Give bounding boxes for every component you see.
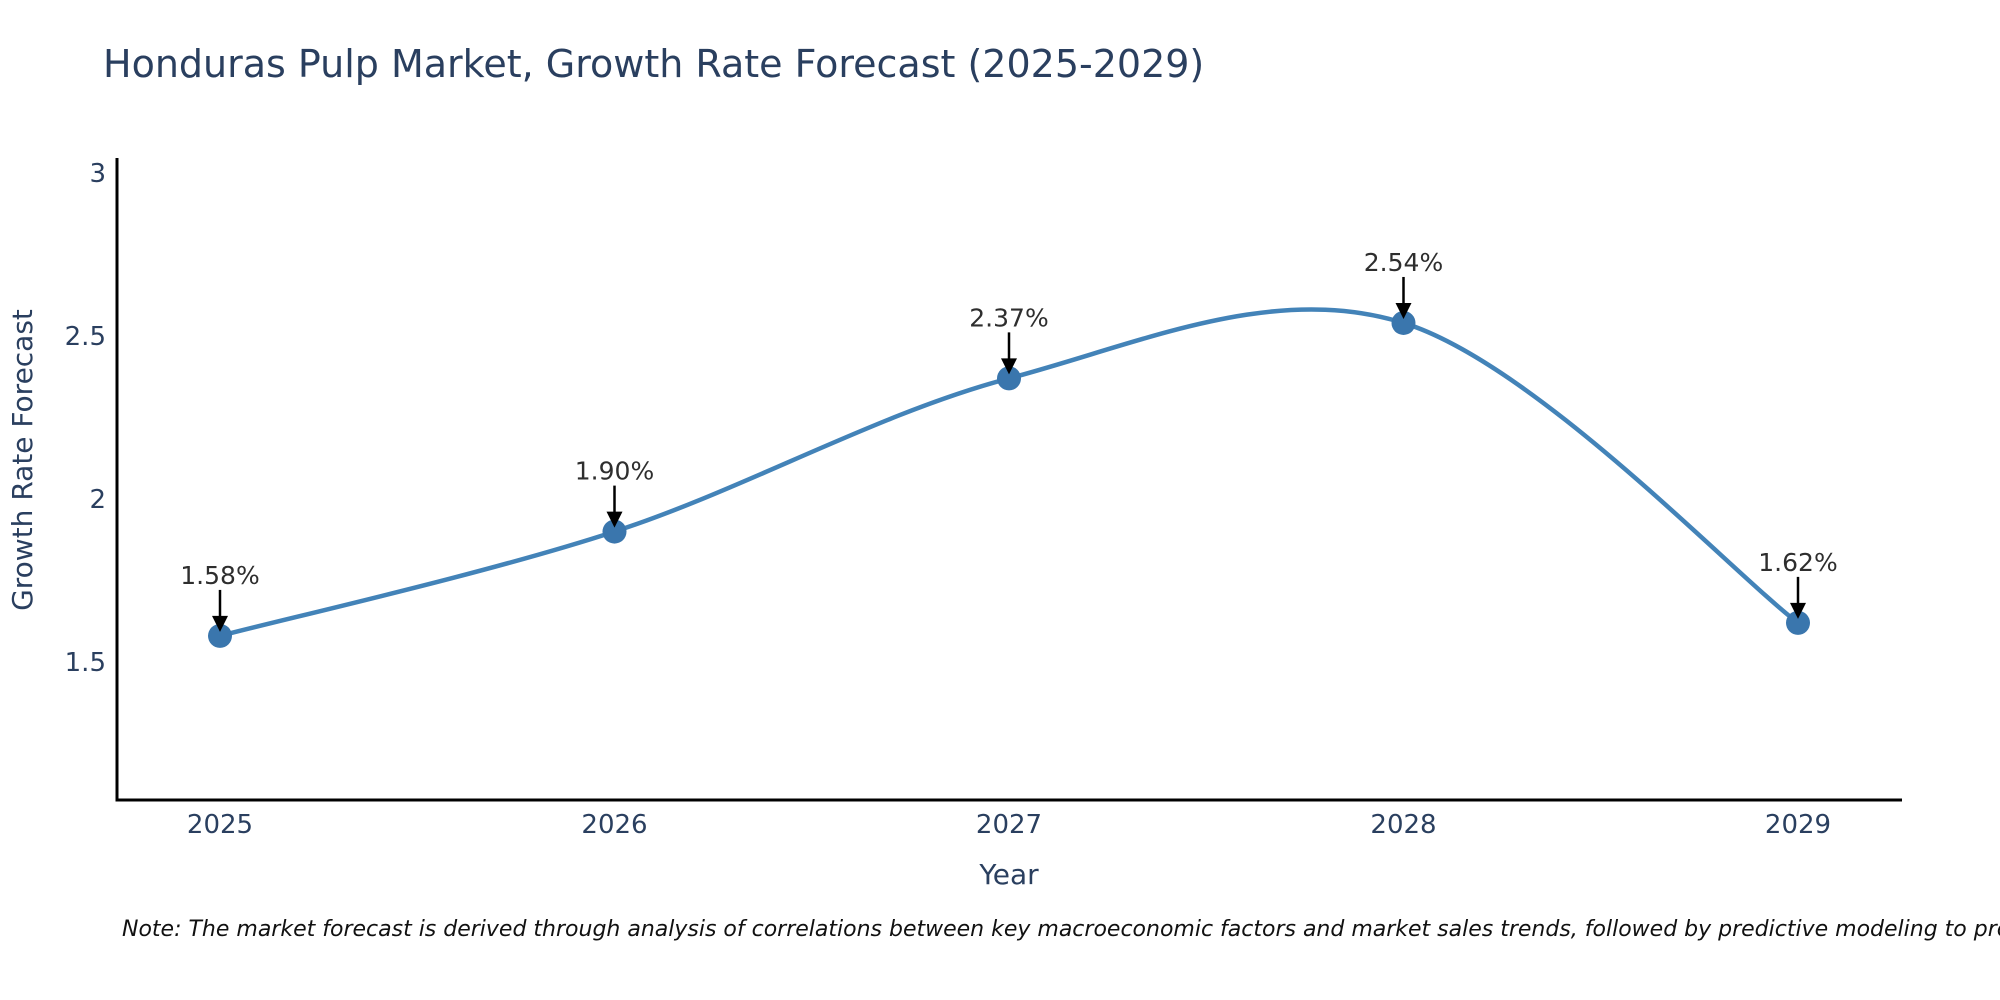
annotation-arrow-head: [1001, 358, 1017, 375]
x-tick-label: 2026: [581, 810, 647, 840]
data-point-marker: [1786, 610, 1810, 635]
methodology-note: Note: The market forecast is derived thr…: [122, 917, 2000, 942]
annotation-arrow-head: [1395, 302, 1412, 319]
x-tick-label: 2025: [187, 810, 253, 840]
data-point-label: 1.62%: [1758, 548, 1837, 577]
annotation-arrow-head: [606, 511, 623, 528]
y-tick-label: 3: [89, 159, 106, 189]
data-point-label: 2.54%: [1364, 248, 1443, 277]
y-tick-label: 2.5: [65, 322, 106, 352]
data-point-marker: [997, 366, 1021, 391]
x-tick-label: 2029: [1765, 810, 1831, 840]
y-tick-label: 2: [89, 485, 106, 515]
y-axis-title: Growth Rate Forecast: [6, 309, 39, 611]
x-axis-title: Year: [978, 858, 1039, 891]
data-point-marker: [1391, 310, 1416, 335]
x-tick-label: 2028: [1370, 810, 1436, 840]
annotation-arrow-head: [212, 615, 228, 632]
x-tick-label: 2027: [976, 810, 1042, 840]
annotation-arrow-head: [1790, 602, 1806, 619]
data-point-marker: [602, 519, 627, 544]
data-point-marker: [208, 623, 232, 648]
chart-title: Honduras Pulp Market, Growth Rate Foreca…: [103, 42, 1205, 86]
data-point-label: 1.58%: [180, 561, 259, 590]
y-tick-label: 1.5: [65, 648, 106, 678]
data-point-label: 1.90%: [575, 457, 654, 486]
data-point-label: 2.37%: [969, 303, 1048, 332]
